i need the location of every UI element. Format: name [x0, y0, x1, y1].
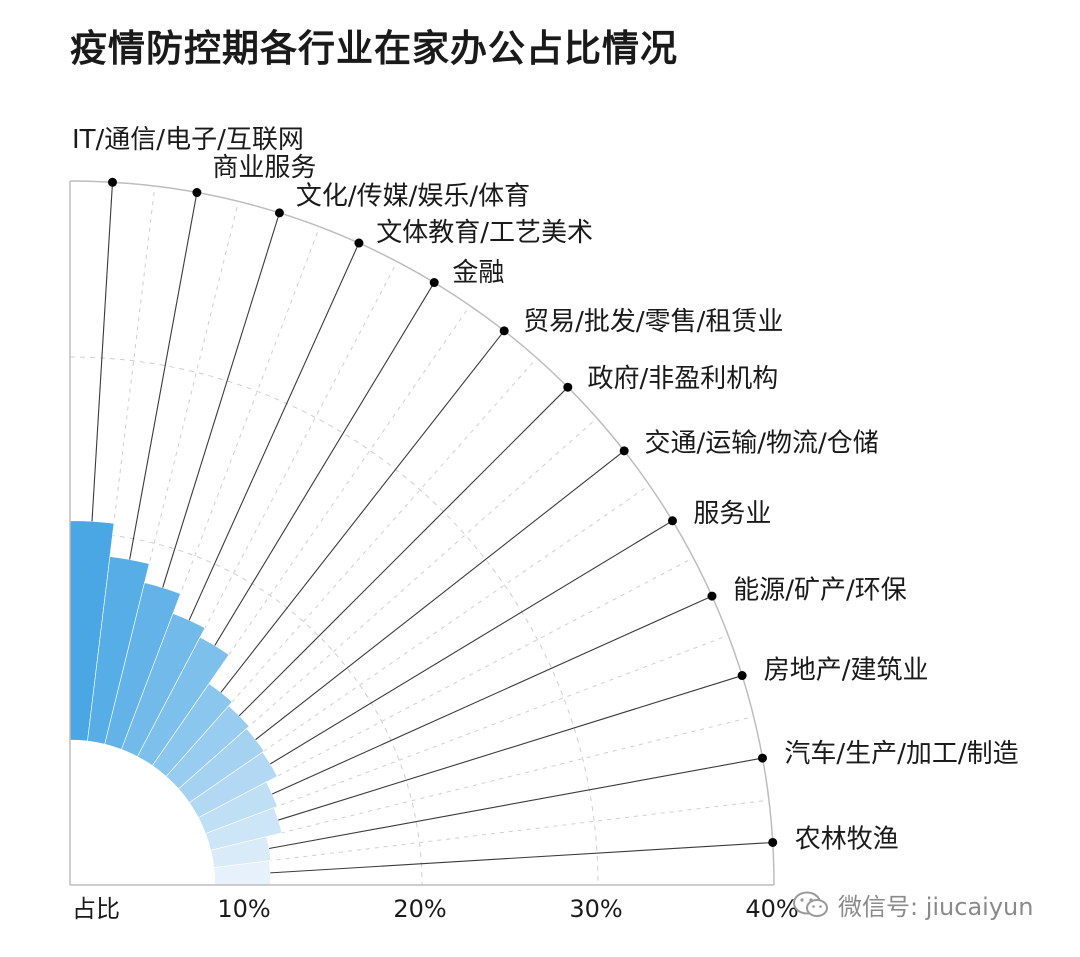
leader-line-12: [268, 757, 763, 850]
leader-line-4: [188, 242, 360, 621]
bar-12: [210, 836, 272, 868]
value-marker-12: [757, 753, 767, 763]
wechat-icon: [792, 890, 830, 920]
x-axis-label: 占比: [72, 895, 120, 923]
sector-separator: [198, 557, 694, 819]
category-label-8: 交通/运输/物流/仓储: [644, 428, 878, 458]
category-label-2: 商业服务: [212, 153, 316, 183]
bar-4: [121, 613, 206, 758]
category-label-10: 能源/矿产/环保: [733, 575, 907, 605]
leader-line-13: [270, 841, 773, 874]
chart-title: 疫情防控期各行业在家办公占比情况: [70, 27, 678, 70]
sector-separator: [213, 799, 769, 869]
bar-8: [178, 728, 265, 804]
leader-line-6: [220, 330, 505, 693]
category-label-3: 文化/传媒/娱乐/体育: [296, 182, 530, 212]
category-label-6: 贸易/批发/零售/租赁业: [523, 307, 783, 337]
category-label-1: IT/通信/电子/互联网: [72, 125, 304, 155]
tick-label-4: 40%: [745, 895, 798, 923]
value-marker-3: [274, 208, 284, 218]
value-marker-4: [354, 238, 364, 248]
bar-3: [104, 582, 181, 750]
tick-label-2: 20%: [393, 895, 446, 923]
leader-line-9: [270, 520, 673, 765]
sector-separator: [210, 716, 754, 851]
category-label-13: 农林牧渔: [795, 825, 899, 855]
sector-separator: [189, 484, 650, 804]
bar-7: [165, 705, 250, 790]
category-label-12: 汽车/生产/加工/制造: [784, 739, 1018, 769]
category-label-4: 文体教育/工艺美术: [376, 218, 593, 248]
category-label-5: 金融: [452, 258, 504, 288]
leader-line-10: [271, 595, 713, 795]
leader-line-2: [129, 192, 198, 560]
value-marker-6: [499, 326, 509, 336]
leader-line-5: [214, 282, 435, 646]
value-marker-5: [429, 278, 439, 288]
tick-label-1: 10%: [217, 895, 270, 923]
value-marker-2: [192, 188, 202, 198]
leader-line-1: [91, 182, 114, 522]
bar-11: [205, 807, 283, 851]
category-label-7: 政府/非盈利机构: [587, 364, 778, 394]
leader-line-8: [255, 450, 625, 740]
bar-6: [151, 683, 233, 777]
category-label-11: 房地产/建筑业: [764, 656, 929, 686]
wechat-watermark: 微信号: jiucaiyun: [792, 887, 1033, 922]
value-marker-13: [768, 837, 778, 847]
category-label-9: 服务业: [693, 499, 771, 529]
leader-line-11: [278, 675, 743, 821]
bar-5: [136, 636, 230, 767]
leader-line-3: [162, 212, 280, 588]
bar-2: [87, 556, 150, 745]
bar-9: [188, 751, 278, 819]
value-marker-1: [108, 177, 118, 187]
value-marker-8: [619, 446, 629, 456]
grid-arc-2: [69, 532, 423, 886]
sector-separator: [205, 634, 729, 835]
value-marker-7: [563, 382, 573, 392]
tick-label-3: 30%: [569, 895, 622, 923]
bar-1: [69, 520, 115, 742]
value-marker-9: [667, 516, 677, 526]
value-marker-11: [737, 671, 747, 681]
wechat-id-label: 微信号: jiucaiyun: [838, 893, 1034, 921]
value-marker-10: [707, 591, 717, 601]
bar-10: [197, 781, 278, 834]
leader-line-7: [238, 386, 569, 717]
